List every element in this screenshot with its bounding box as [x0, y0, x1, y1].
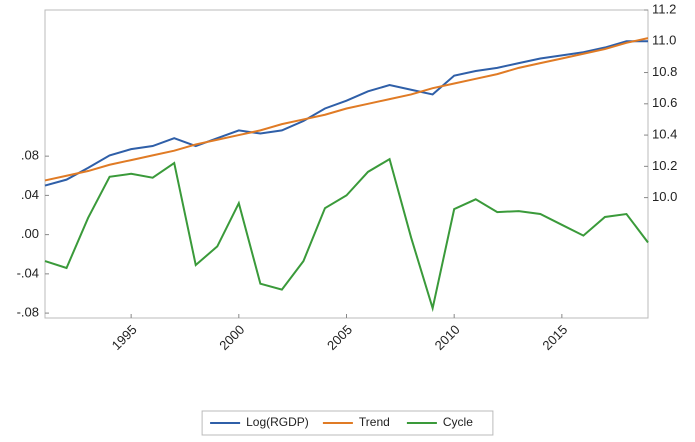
series-line [44, 37, 649, 182]
legend-label: Cycle [443, 415, 473, 429]
y2-tick-label: 11.2 [652, 1, 676, 16]
y-tick-label: -.04 [17, 265, 39, 280]
x-tick-label: 2015 [539, 322, 570, 353]
y2-tick-label: 10.0 [652, 189, 677, 204]
y2-tick-label: 10.4 [652, 127, 677, 142]
y2-tick-label: 10.6 [652, 95, 677, 110]
legend-label: Log(RGDP) [246, 415, 309, 429]
x-tick-label: 2005 [324, 322, 355, 353]
x-tick-label: 1995 [109, 322, 140, 353]
y-tick-label: .00 [21, 226, 39, 241]
y-tick-label: -.08 [17, 305, 39, 320]
legend: Log(RGDP) Trend Cycle [201, 410, 494, 436]
y2-tick-label: 10.2 [652, 158, 677, 173]
legend-label: Trend [359, 415, 390, 429]
y-tick-label: .08 [21, 148, 39, 163]
y-tick-label: .04 [21, 187, 39, 202]
x-tick-label: 2010 [432, 322, 463, 353]
series-line [44, 40, 648, 187]
y2-tick-label: 11.0 [652, 33, 676, 48]
x-tick-label: 2000 [216, 322, 247, 353]
series-line [44, 157, 649, 313]
y2-tick-label: 10.8 [652, 64, 677, 79]
